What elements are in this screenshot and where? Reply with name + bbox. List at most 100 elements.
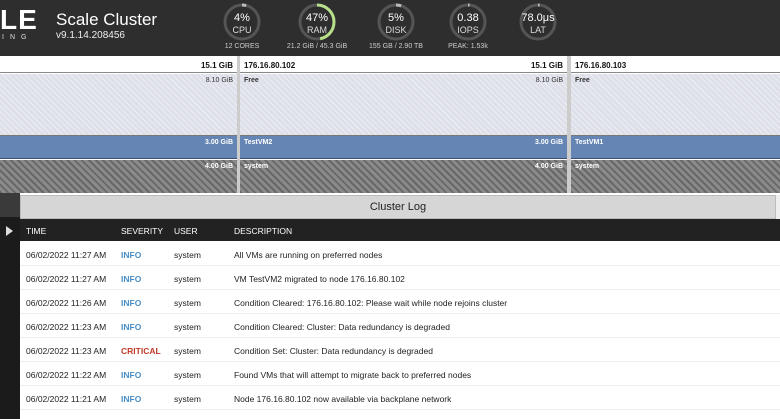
node-total-memory: 15.1 GiB [200, 61, 233, 70]
brand-logo-sub: ING [2, 34, 33, 41]
expand-arrow-icon[interactable] [6, 226, 13, 236]
row-time: 06/02/2022 11:23 AM [26, 346, 107, 356]
row-severity: INFO [121, 370, 142, 380]
memory-segment-vm[interactable]: 3.00 GiB [0, 136, 237, 159]
row-time: 06/02/2022 11:27 AM [26, 274, 107, 284]
segment-size: 8.10 GiB [205, 77, 233, 84]
row-description: All VMs are running on preferred nodes [234, 250, 383, 260]
row-time: 06/02/2022 11:27 AM [26, 250, 107, 260]
row-time: 06/02/2022 11:26 AM [26, 298, 107, 308]
gauge-cpu-value: 4% [234, 12, 250, 24]
node-ip: 176.16.80.102 [244, 61, 296, 70]
gauge-ram-label: RAM [307, 25, 327, 35]
memory-segment-free: Free 8.10 GiB [240, 74, 567, 136]
row-user: system [174, 370, 201, 380]
node-card[interactable]: 15.1 GiB 8.10 GiB 3.00 GiB 4.00 GiB [0, 56, 237, 193]
segment-size: 3.00 GiB [204, 139, 233, 146]
gauge-iops[interactable]: 0.38 IOPS [448, 2, 488, 42]
segment-label: Free [575, 77, 590, 84]
cluster-version: v9.1.14.208456 [56, 30, 125, 41]
row-description: Condition Cleared: 176.16.80.102: Please… [234, 298, 508, 308]
row-description: Node 176.16.80.102 now available via bac… [234, 394, 452, 404]
table-row[interactable]: 06/02/2022 11:27 AM INFO system All VMs … [20, 242, 780, 266]
memory-segment-vm[interactable]: TestVM1 [571, 136, 780, 159]
cluster-name: Scale Cluster [56, 10, 158, 29]
segment-label: system [575, 163, 600, 170]
row-user: system [174, 274, 201, 284]
gauge-ram-ring [298, 3, 336, 41]
gauge-ram-sub: 21.2 GiB / 45.3 GiB [286, 43, 348, 50]
node-header: 15.1 GiB [0, 56, 237, 73]
gauge-disk-ring [377, 3, 415, 41]
row-time: 06/02/2022 11:21 AM [26, 394, 107, 404]
app-header: LE ING Scale Cluster v9.1.14.208456 4% C… [0, 0, 780, 56]
table-row[interactable]: 06/02/2022 11:21 AM INFO system Node 176… [20, 386, 780, 410]
row-severity: INFO [121, 394, 142, 404]
table-row[interactable]: 06/02/2022 11:23 AM INFO system Conditio… [20, 314, 780, 338]
gauge-lat-ring [519, 3, 557, 41]
segment-size: 3.00 GiB [534, 139, 563, 146]
node-card[interactable]: 176.16.80.102 15.1 GiB Free 8.10 GiB Tes… [240, 56, 567, 193]
table-row[interactable]: 06/02/2022 11:23 AM CRITICAL system Cond… [20, 338, 780, 362]
gauge-disk-value: 5% [388, 12, 404, 24]
gauge-iops-sub: PEAK: 1.53k [448, 43, 488, 50]
node-ip: 176.16.80.103 [575, 61, 627, 70]
gauge-ram[interactable]: 47% RAM [297, 2, 337, 42]
memory-segment-system: 4.00 GiB [0, 160, 237, 193]
gauge-disk[interactable]: 5% DISK [376, 2, 416, 42]
column-header-user[interactable]: USER [174, 226, 198, 236]
node-memory-panel: 15.1 GiB 8.10 GiB 3.00 GiB 4.00 GiB 176.… [0, 56, 780, 193]
gauge-disk-label: DISK [385, 25, 407, 35]
segment-size: 4.00 GiB [204, 163, 233, 170]
gauge-cpu-label: CPU [232, 25, 252, 35]
row-severity: CRITICAL [121, 346, 161, 356]
brand-logo: LE [0, 4, 38, 35]
column-header-severity[interactable]: SEVERITY [121, 226, 164, 236]
gauge-iops-ring [449, 3, 487, 41]
gauge-fill [519, 3, 557, 41]
gauge-lat[interactable]: 78.0μs LAT [518, 2, 558, 42]
log-sidebar-top [0, 193, 20, 217]
table-row[interactable]: 06/02/2022 11:26 AM INFO system Conditio… [20, 290, 780, 314]
row-time: 06/02/2022 11:22 AM [26, 370, 107, 380]
row-severity: INFO [121, 274, 142, 284]
memory-segment-system: system [571, 160, 780, 193]
gauge-ram-value: 47% [305, 12, 329, 24]
gauge-iops-label: IOPS [457, 25, 479, 35]
row-user: system [174, 394, 201, 404]
row-description: Found VMs that will attempt to migrate b… [234, 370, 472, 380]
memory-segment-free: 8.10 GiB [0, 74, 237, 136]
column-header-description[interactable]: DESCRIPTION [234, 226, 293, 236]
scrollbar[interactable] [776, 195, 780, 219]
node-header: 176.16.80.102 15.1 GiB [240, 56, 567, 73]
gauge-cpu-sub: 12 CORES [224, 43, 260, 50]
node-card[interactable]: 176.16.80.103 Free TestVM1 system [571, 56, 780, 193]
gauge-fill [298, 3, 336, 41]
column-header-time[interactable]: TIME [26, 226, 47, 236]
log-sidebar [0, 193, 20, 419]
segment-label: TestVM2 [244, 139, 273, 146]
gauge-iops-value: 0.38 [457, 12, 479, 24]
segment-label: TestVM1 [575, 139, 604, 146]
node-header: 176.16.80.103 [571, 56, 780, 73]
log-table-header: TIME SEVERITY USER DESCRIPTION [20, 219, 780, 241]
row-severity: INFO [121, 250, 142, 260]
row-user: system [174, 322, 201, 332]
gauge-lat-value: 78.0μs [521, 12, 555, 24]
memory-segment-vm[interactable]: TestVM2 3.00 GiB [240, 136, 567, 159]
memory-segment-free: Free [571, 74, 780, 136]
row-description: Condition Set: Cluster: Data redundancy … [234, 346, 433, 356]
row-user: system [174, 298, 201, 308]
gauge-cpu[interactable]: 4% CPU [222, 2, 262, 42]
gauge-fill [223, 3, 261, 41]
cluster-log-title[interactable]: Cluster Log [20, 195, 776, 219]
gauge-disk-sub: 155 GB / 2.90 TB [369, 43, 423, 50]
row-user: system [174, 250, 201, 260]
row-severity: INFO [121, 322, 142, 332]
table-row[interactable]: 06/02/2022 11:27 AM INFO system VM TestV… [20, 266, 780, 290]
row-time: 06/02/2022 11:23 AM [26, 322, 107, 332]
table-row[interactable]: 06/02/2022 11:22 AM INFO system Found VM… [20, 362, 780, 386]
segment-size: 4.00 GiB [534, 163, 563, 170]
gauge-fill [377, 3, 415, 41]
gauge-lat-label: LAT [530, 25, 546, 35]
